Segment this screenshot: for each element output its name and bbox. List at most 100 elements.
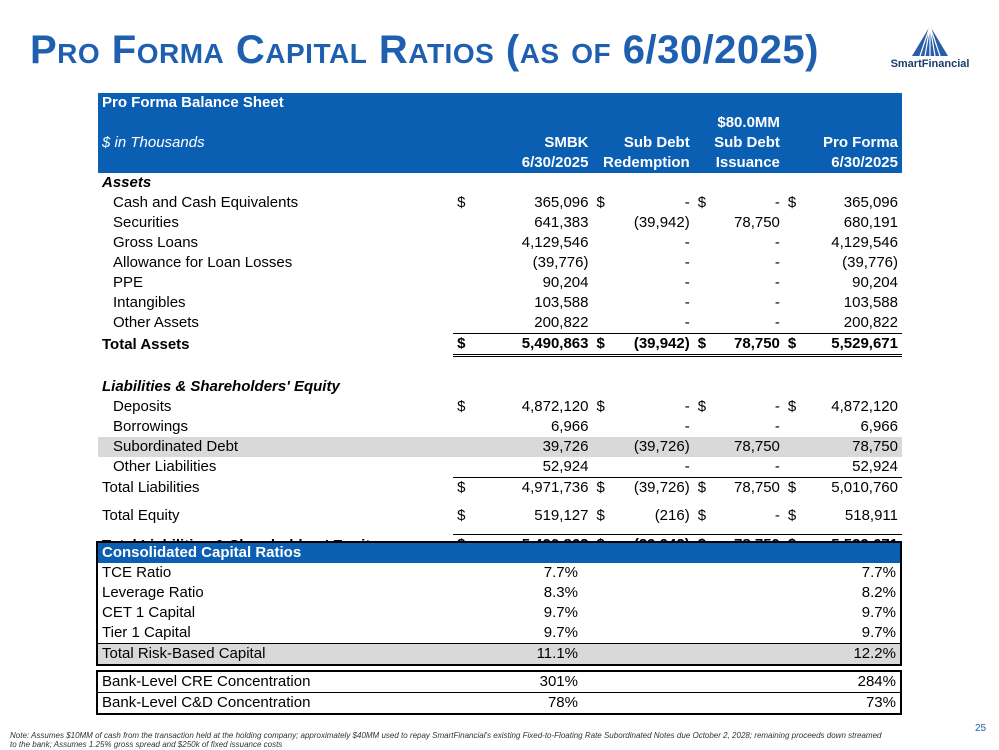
ratio-row: Tier 1 Capital 9.7% 9.7% — [98, 623, 900, 644]
dollar-sign: $ — [592, 333, 612, 357]
dollar-sign: $ — [787, 194, 797, 211]
ratio-smbk-value: 78% — [468, 692, 582, 713]
dollar-sign — [453, 457, 471, 478]
value-cell: 519,127 — [534, 507, 589, 524]
ratio-smbk-value: 9.7% — [543, 624, 578, 641]
dollar-sign: $ — [596, 479, 605, 496]
dollar-sign — [693, 313, 712, 334]
ratio-row: TCE Ratio 7.7% 7.7% — [98, 563, 900, 583]
value-cell: 78,750 — [801, 437, 902, 457]
value-cell: 103,588 — [843, 294, 898, 311]
col-header-redemption: Sub Debt Redemption — [592, 113, 694, 173]
ratio-label: Bank-Level CRE Concentration — [102, 673, 311, 690]
dollar-sign — [784, 213, 801, 233]
value-cell: - — [611, 457, 694, 478]
spacer — [582, 603, 794, 623]
value-cell: 4,872,120 — [521, 398, 589, 415]
dollar-sign — [783, 457, 802, 478]
dollar-sign: $ — [697, 194, 707, 211]
ratio-smbk-value: 9.7% — [543, 604, 578, 621]
column-header-row: $ in Thousands SMBK 6/30/2025 Sub Debt Red… — [98, 113, 902, 173]
value-cell: 52,924 — [470, 457, 593, 478]
page-title: Pro Forma Capital Ratios (as of 6/30/202… — [30, 28, 819, 72]
value-cell: (39,776) — [532, 254, 589, 271]
ratio-label: Bank-Level C&D Concentration — [98, 692, 468, 713]
spacer — [582, 563, 794, 583]
logo-text: SmartFinancial — [890, 58, 970, 70]
value-cell: 4,872,120 — [831, 398, 898, 415]
row-label: Securities — [113, 214, 179, 231]
value-cell: 90,204 — [542, 274, 589, 291]
value-cell: - — [684, 254, 690, 271]
value-cell: - — [684, 398, 690, 415]
dollar-sign — [592, 457, 612, 478]
dollar-sign — [453, 437, 471, 457]
value-cell: - — [684, 294, 690, 311]
row-label: Total Assets — [102, 335, 190, 353]
dollar-sign — [783, 313, 802, 334]
value-cell: - — [774, 418, 780, 435]
value-cell: (39,776) — [842, 254, 898, 271]
spacer — [582, 643, 794, 664]
dollar-sign — [784, 417, 801, 437]
dollar-sign — [784, 293, 801, 313]
row-label: PPE — [113, 274, 144, 291]
dollar-sign — [592, 253, 611, 273]
total-assets-row: Total Assets $5,490,863 $ (39,942) $78,750 $5… — [98, 333, 902, 357]
value-cell: 39,726 — [470, 437, 593, 457]
liability-row: Subordinated Debt 39,726 (39,726) 78,750 78,… — [98, 437, 902, 457]
value-cell: - — [774, 194, 780, 211]
value-cell: 200,822 — [470, 313, 593, 334]
spacer — [582, 623, 794, 644]
dollar-sign — [453, 417, 470, 437]
ratio-pro-forma-value: 9.7% — [861, 604, 896, 621]
dollar-sign — [693, 457, 712, 478]
value-cell: - — [774, 274, 780, 291]
asset-row: Intangibles 103,588 - - 103,588 — [98, 293, 902, 313]
dollar-sign: $ — [697, 507, 707, 524]
value-cell: 680,191 — [843, 214, 898, 231]
value-cell: - — [774, 398, 780, 415]
liability-row: Deposits $4,872,120 $ - $ - $4,872,120 — [98, 397, 902, 417]
page-number: 25 — [975, 723, 987, 734]
balance-sheet-header-bar: Pro Forma Balance Sheet — [98, 93, 902, 113]
footnote: Note: Assumes $10MM of cash from the tra… — [10, 731, 882, 749]
value-cell: - — [774, 234, 780, 251]
total-equity-row: Total Equity $519,127 $ (216) $ - $518,911 — [98, 506, 902, 526]
concentration-row: Bank-Level CRE Concentration 301% 284% — [98, 672, 900, 693]
row-label: Total Liabilities — [102, 478, 200, 496]
ratio-pro-forma-value: 7.7% — [861, 564, 896, 581]
dollar-sign — [783, 437, 802, 457]
asset-row: PPE 90,204 - - 90,204 — [98, 273, 902, 293]
ratio-label: TCE Ratio — [102, 564, 172, 581]
ratio-label: Tier 1 Capital — [102, 624, 191, 641]
value-cell: 78,750 — [734, 479, 780, 496]
spacer — [582, 672, 794, 693]
value-cell: (39,726) — [611, 437, 694, 457]
dollar-sign — [453, 233, 470, 253]
dollar-sign — [694, 417, 711, 437]
ratio-pro-forma-value: 9.7% — [861, 624, 896, 641]
dollar-sign — [453, 313, 471, 334]
value-cell: - — [684, 194, 690, 211]
value-cell: 641,383 — [534, 214, 589, 231]
row-label: Gross Loans — [113, 234, 199, 251]
value-cell: 4,971,736 — [521, 479, 589, 496]
dollar-sign — [592, 437, 612, 457]
value-cell: - — [774, 507, 780, 524]
dollar-sign: $ — [693, 333, 712, 357]
ratio-smbk-value: 8.3% — [543, 584, 578, 601]
value-cell: 4,129,546 — [521, 234, 589, 251]
value-cell: 365,096 — [534, 194, 589, 211]
value-cell: 518,911 — [844, 507, 898, 524]
dollar-sign — [453, 253, 470, 273]
value-cell: (39,726) — [633, 479, 690, 496]
value-cell: 78,750 — [711, 437, 784, 457]
asset-row: Other Assets 200,822- -200,822 — [98, 313, 902, 334]
dollar-sign: $ — [457, 194, 466, 211]
dollar-sign: $ — [787, 507, 797, 524]
row-label: Intangibles — [113, 294, 186, 311]
value-cell: 6,966 — [550, 418, 589, 435]
value-cell: 5,529,671 — [801, 333, 902, 357]
value-cell: 90,204 — [852, 274, 898, 291]
